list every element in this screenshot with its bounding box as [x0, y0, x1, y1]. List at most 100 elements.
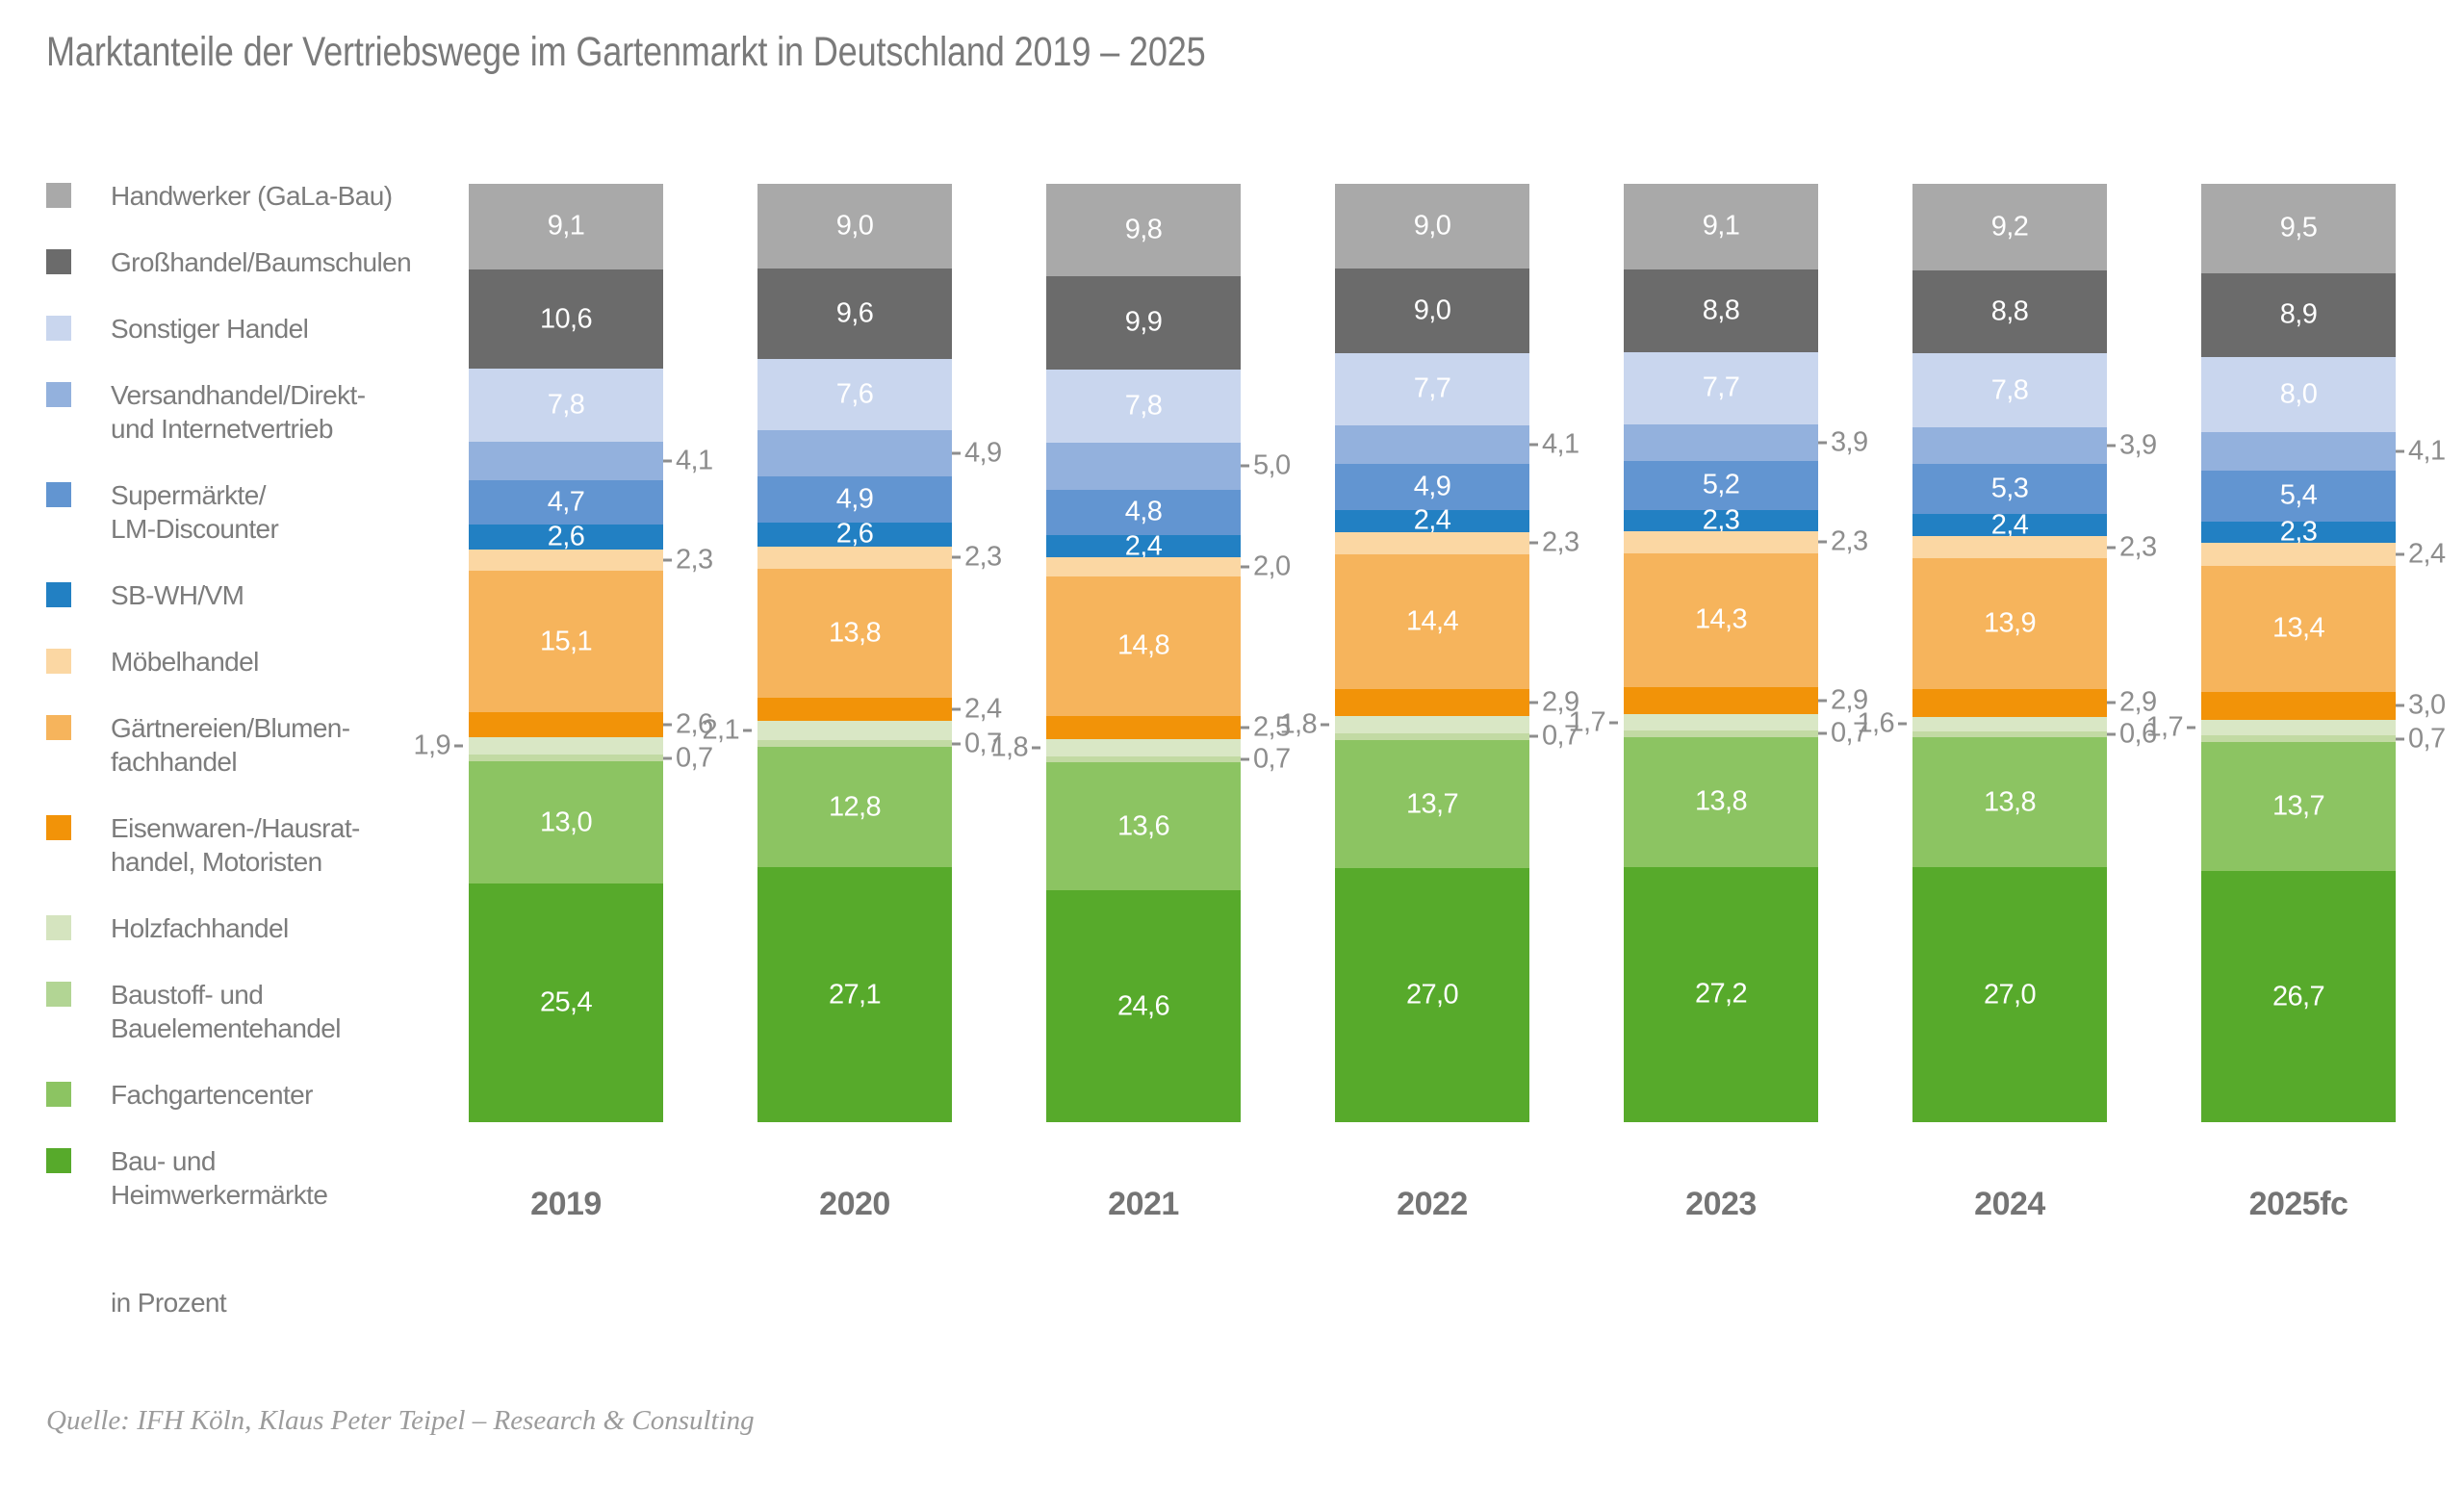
bar-segment: [469, 761, 663, 884]
callout-value: 0,7: [964, 728, 1002, 759]
legend-item: Bau- und Heimwerkermärkte: [46, 1144, 411, 1212]
callout-value: 0,7: [1831, 717, 1868, 749]
bar-segment: [1624, 460, 1818, 510]
legend-swatch: [46, 183, 71, 208]
segment-value-label: 13,6: [1116, 810, 1170, 842]
segment-value-label: 13,4: [2272, 612, 2325, 644]
bar-segment: [2201, 470, 2396, 522]
callout-tick: [1818, 540, 1827, 544]
segment-value-label: 27,1: [828, 979, 882, 1011]
callout-tick: [663, 756, 672, 760]
bar-segment: [1335, 716, 1529, 733]
callout-tick: [2396, 704, 2404, 707]
legend-label: SB-WH/VM: [111, 580, 244, 610]
bar-segment: [1046, 534, 1241, 558]
legend-item: Großhandel/Baumschulen: [46, 245, 412, 279]
bar-segment: [757, 568, 952, 699]
bar-segment: [757, 429, 952, 476]
segment-value-label: 9,1: [547, 210, 585, 242]
bar-segment: [757, 740, 952, 748]
segment-value-label: 2,4: [1413, 504, 1451, 536]
segment-value-label: 13,8: [1983, 786, 2037, 818]
callout-tick: [663, 723, 672, 727]
legend-swatch: [46, 249, 71, 274]
segment-value-label: 26,7: [2272, 981, 2325, 1012]
bar-segment: [469, 184, 663, 269]
bar-segment: [1335, 463, 1529, 510]
bar-segment: [1335, 352, 1529, 425]
legend-item: Sonstiger Handel: [46, 312, 411, 346]
bar-segment: [469, 442, 663, 481]
callout-tick: [1818, 699, 1827, 703]
bar-segment: [2201, 735, 2396, 743]
callout-value-label: 1,9: [413, 730, 463, 762]
segment-value-label: 8,9: [2279, 298, 2318, 330]
legend-label: Supermärkte/LM-Discounter: [111, 480, 279, 544]
segment-value-label: 9,1: [1702, 210, 1740, 242]
callout-tick: [1818, 731, 1827, 735]
bar-segment: [757, 698, 952, 721]
legend-swatch: [46, 915, 71, 940]
callout-tick: [454, 744, 463, 748]
bar-segment: [1912, 867, 2107, 1122]
segment-value-label: 12,8: [828, 791, 882, 823]
callout-tick: [952, 707, 961, 711]
bar-segment: [2201, 431, 2396, 471]
callout-value: 1,7: [1568, 706, 1605, 738]
bar-segment: [1912, 731, 2107, 738]
segment-value-label: 14,3: [1694, 603, 1748, 635]
callout-value: 2,4: [2408, 538, 2446, 570]
x-axis-label: 2024: [1974, 1186, 2045, 1222]
bar-segment: [1046, 369, 1241, 443]
legend-item: Handwerker (GaLa-Bau): [46, 179, 411, 213]
segment-value-label: 5,2: [1702, 469, 1740, 500]
bar-segment: [1046, 275, 1241, 370]
callout-tick: [2396, 552, 2404, 556]
bar-segment: [1335, 689, 1529, 717]
bar-segment: [1335, 268, 1529, 353]
callout-value: 4,1: [1542, 428, 1579, 460]
callout-value-label: 2,9: [2107, 687, 2157, 719]
callout-tick: [1898, 722, 1907, 726]
callout-value-label: 2,9: [1529, 687, 1579, 719]
x-axis-label: 2023: [1685, 1186, 1757, 1222]
bar-segment: [1912, 536, 2107, 558]
callout-value: 4,1: [2408, 435, 2446, 467]
callout-tick: [1818, 441, 1827, 445]
bar-2020: 9,0 9,6 7,6 4,9 2,6 13,8 12,8 27,1: [757, 184, 952, 1122]
callout-tick: [1241, 565, 1249, 569]
bar-segment: [469, 549, 663, 572]
segment-value-label: 9,0: [835, 210, 874, 242]
callout-value: 0,7: [1542, 720, 1579, 752]
legend-swatch: [46, 1148, 71, 1173]
callout-tick: [1241, 726, 1249, 730]
x-axis-label: 2020: [819, 1186, 890, 1222]
segment-value-label: 7,8: [547, 389, 585, 421]
bar-segment: [757, 522, 952, 548]
legend: Handwerker (GaLa-Bau) Großhandel/Baumschu…: [46, 179, 412, 1212]
segment-value-label: 2,4: [1990, 509, 2029, 541]
callout-value: 2,3: [676, 544, 713, 576]
bar-segment: [469, 571, 663, 713]
segment-value-label: 2,4: [1124, 530, 1163, 561]
legend-swatch: [46, 715, 71, 740]
callout-value-label: 3,9: [1818, 426, 1868, 458]
bar-2024: 9,2 8,8 7,8 5,3 2,4 13,9 13,8 27,0: [1912, 184, 2107, 1122]
bar-segment: [1046, 715, 1241, 739]
bar-segment: [469, 736, 663, 755]
callout-value: 2,6: [676, 708, 713, 740]
segment-value-label: 4,9: [1413, 471, 1451, 502]
bar-segment: [1912, 184, 2107, 271]
legend-swatch: [46, 1082, 71, 1107]
callout-value: 1,9: [413, 730, 450, 761]
bar-segment: [1335, 868, 1529, 1122]
x-axis-label: 2019: [530, 1186, 602, 1222]
callout-value: 2,9: [1542, 686, 1579, 718]
callout-value-label: 0,7: [2396, 723, 2446, 755]
legend-item: Fachgartencenter: [46, 1078, 411, 1112]
bar-2023: 9,1 8,8 7,7 5,2 2,3 14,3 13,8 27,2: [1624, 184, 1818, 1122]
callout-value: 1,8: [990, 731, 1028, 763]
segment-value-label: 10,6: [539, 303, 593, 335]
bar-segment: [1046, 489, 1241, 535]
